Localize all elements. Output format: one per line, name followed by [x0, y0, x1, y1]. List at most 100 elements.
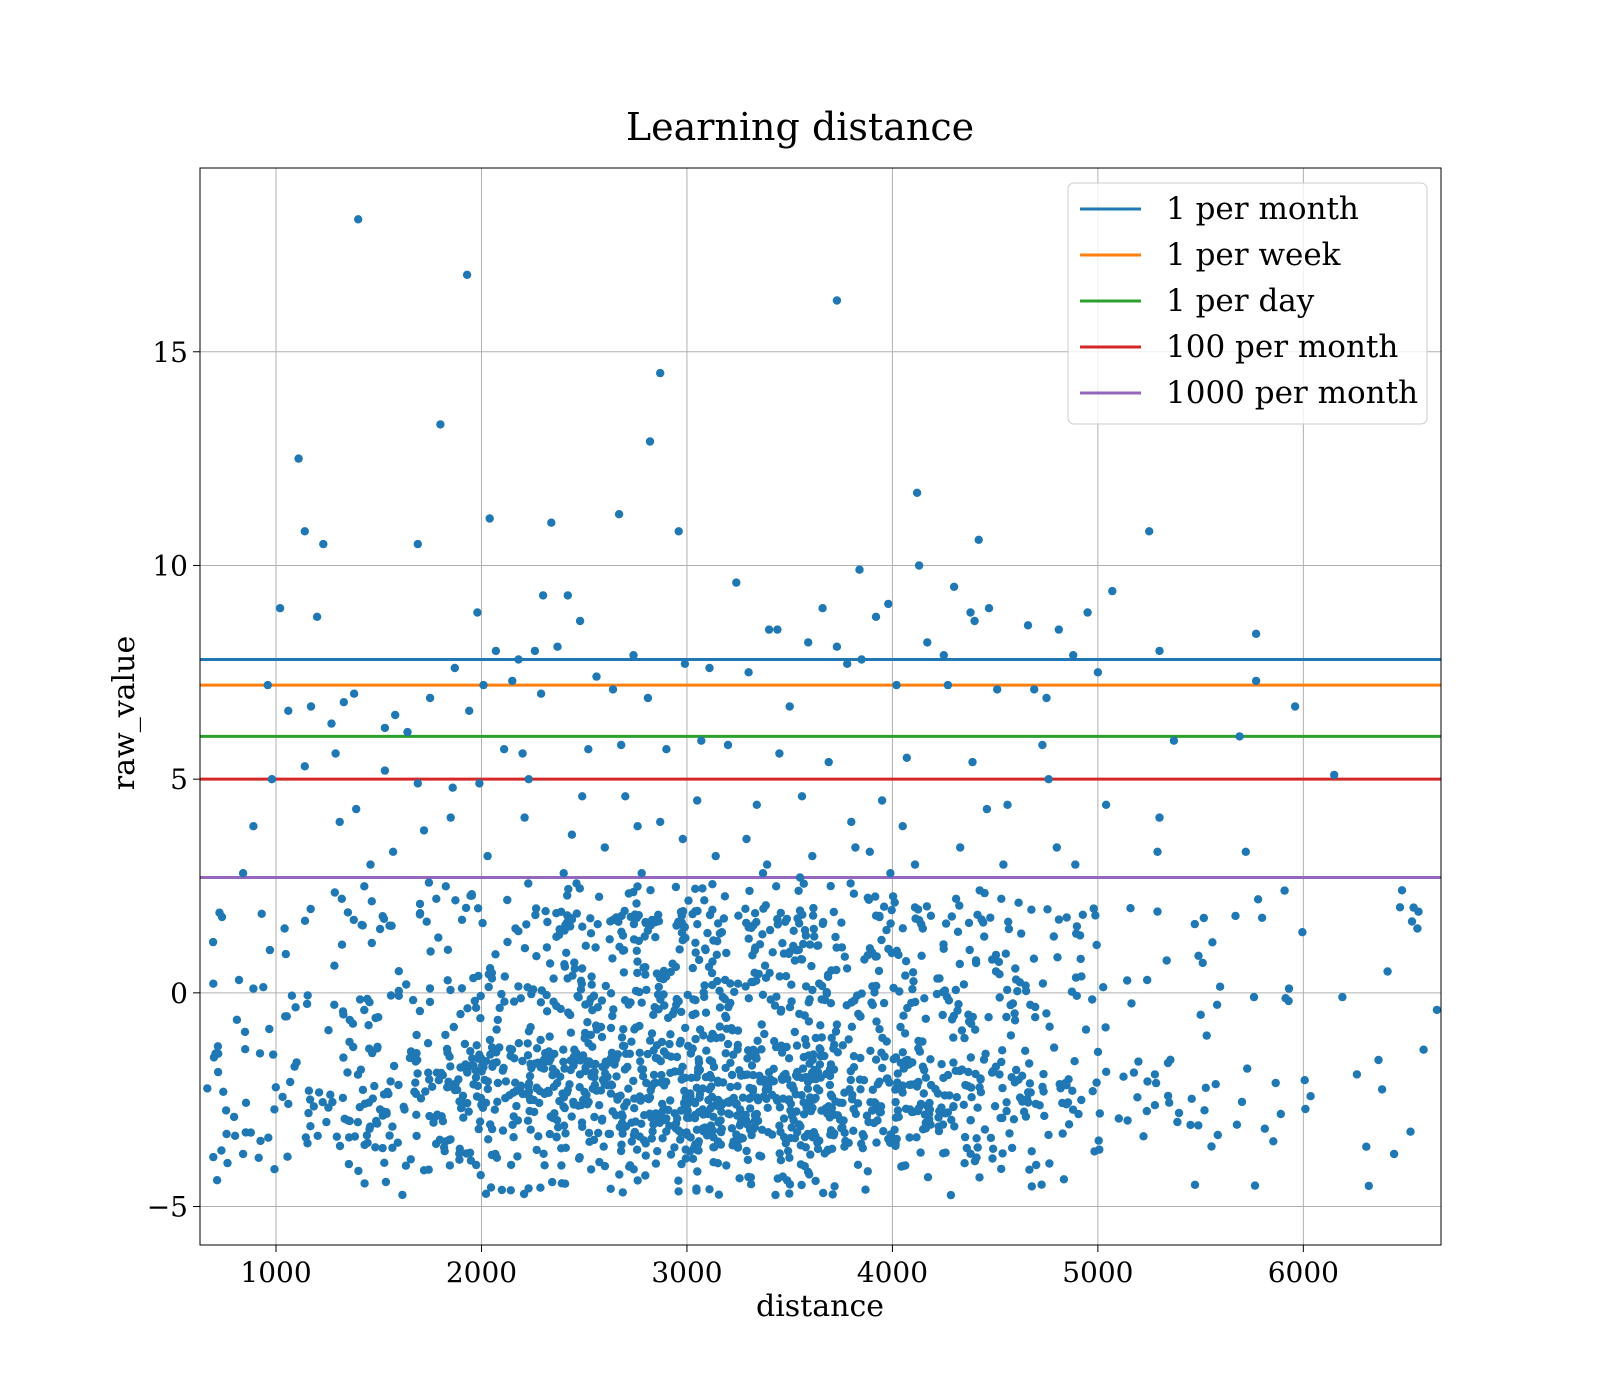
data-point	[775, 1149, 784, 1158]
data-point	[849, 889, 859, 898]
data-point	[557, 907, 566, 916]
data-point	[535, 1087, 545, 1096]
data-point	[1215, 982, 1225, 991]
data-point	[405, 1053, 415, 1063]
data-point	[698, 1084, 707, 1093]
data-point	[415, 899, 425, 909]
data-point	[1298, 928, 1307, 937]
data-point	[649, 1010, 658, 1019]
data-point	[523, 1051, 533, 1060]
data-point	[872, 1017, 881, 1026]
data-point	[747, 1130, 756, 1140]
data-point	[627, 1037, 636, 1046]
data-point	[559, 1057, 568, 1067]
data-point	[654, 910, 663, 919]
data-point	[523, 1039, 532, 1048]
data-point	[544, 1047, 554, 1056]
data-point	[265, 945, 275, 955]
data-point	[723, 740, 733, 750]
data-point	[615, 1170, 624, 1179]
y-tick-label: 10	[152, 549, 188, 582]
data-point	[1212, 1000, 1222, 1009]
data-point	[1089, 904, 1098, 913]
x-tick-label: 6000	[1268, 1256, 1339, 1289]
data-point	[612, 1054, 621, 1063]
legend-label: 1000 per month	[1166, 375, 1418, 411]
data-point	[959, 980, 969, 989]
data-point	[630, 1104, 639, 1113]
data-point	[955, 901, 964, 910]
data-point	[964, 918, 974, 928]
data-point	[616, 1146, 626, 1156]
data-point	[1029, 954, 1039, 963]
data-point	[764, 625, 774, 634]
data-point	[1202, 1031, 1211, 1040]
data-point	[578, 792, 587, 801]
data-point	[495, 1003, 504, 1013]
data-point	[1155, 813, 1164, 822]
data-point	[799, 939, 808, 949]
data-point	[861, 1185, 870, 1194]
data-point	[269, 1050, 278, 1059]
data-point	[941, 919, 951, 928]
data-point	[849, 1104, 858, 1114]
data-point	[520, 813, 529, 822]
data-point	[759, 1092, 769, 1101]
data-point	[939, 1073, 948, 1083]
data-point	[303, 1139, 312, 1148]
data-point	[838, 1041, 847, 1050]
data-point	[995, 970, 1004, 979]
data-point	[994, 957, 1004, 967]
data-point	[495, 1043, 504, 1052]
data-point	[681, 933, 690, 943]
data-point	[675, 945, 684, 954]
data-point	[577, 1101, 586, 1110]
data-point	[863, 1167, 872, 1176]
data-point	[892, 680, 901, 690]
data-point	[416, 1094, 426, 1103]
data-point	[657, 1070, 666, 1080]
data-point	[232, 1015, 242, 1024]
data-point	[947, 1015, 957, 1024]
data-point	[742, 834, 751, 844]
data-point	[736, 1071, 746, 1080]
data-point	[693, 1167, 702, 1176]
data-point	[653, 990, 663, 999]
data-point	[1005, 1129, 1014, 1138]
data-point	[632, 899, 641, 908]
data-point	[995, 993, 1004, 1002]
data-point	[1290, 702, 1300, 711]
data-point	[476, 1170, 485, 1180]
data-point	[563, 591, 572, 600]
data-point	[914, 561, 924, 570]
data-point	[885, 1078, 894, 1087]
data-point	[748, 951, 757, 960]
data-point	[438, 1070, 447, 1080]
data-point	[411, 1078, 420, 1087]
data-point	[304, 1108, 313, 1118]
data-point	[709, 1158, 718, 1167]
data-point	[412, 1030, 421, 1040]
data-point	[463, 1068, 472, 1077]
data-point	[641, 1151, 650, 1160]
data-point	[598, 1062, 607, 1072]
data-point	[914, 1044, 923, 1053]
data-point	[1413, 924, 1422, 933]
data-point	[1200, 1106, 1209, 1115]
data-point	[641, 970, 650, 979]
data-point	[1250, 1181, 1260, 1190]
data-point	[951, 894, 961, 903]
data-point	[365, 1044, 374, 1053]
data-point	[394, 967, 403, 976]
data-point	[457, 984, 467, 993]
data-point	[704, 1095, 713, 1105]
data-point	[619, 946, 629, 955]
data-point	[503, 937, 512, 947]
data-point	[388, 1122, 397, 1131]
data-point	[536, 998, 546, 1007]
data-point	[952, 1093, 961, 1102]
y-tick-label: 0	[170, 977, 188, 1010]
data-point	[922, 902, 932, 911]
data-point	[886, 1138, 895, 1148]
data-point	[935, 974, 944, 983]
